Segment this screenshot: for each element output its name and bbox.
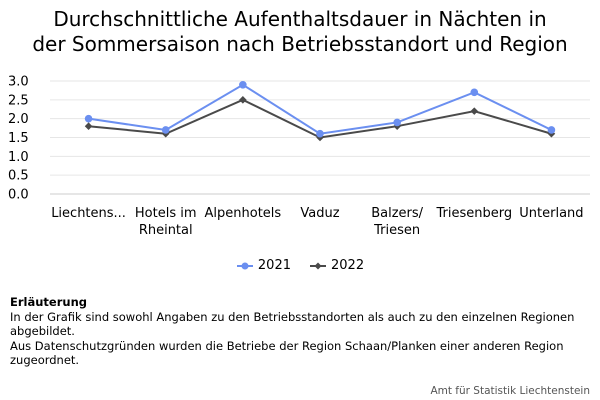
data-point bbox=[393, 118, 401, 127]
y-tick-label: 1.0 bbox=[8, 150, 29, 165]
x-tick-label: Hotels im bbox=[135, 206, 197, 221]
data-point bbox=[84, 122, 93, 130]
data-point bbox=[84, 114, 93, 123]
y-tick-label: 2.5 bbox=[8, 93, 29, 108]
legend-marker-icon bbox=[310, 262, 326, 269]
y-tick-label: 0.5 bbox=[8, 169, 29, 184]
y-tick-label: 3.0 bbox=[8, 75, 29, 90]
x-tick-label: Alpenhotels bbox=[205, 206, 282, 221]
data-point bbox=[547, 126, 556, 134]
source-credit: Amt für Statistik Liechtenstein bbox=[430, 385, 590, 397]
x-tick-label: Unterland bbox=[519, 206, 583, 221]
legend-label: 2021 bbox=[257, 258, 291, 273]
legend-label: 2022 bbox=[331, 258, 365, 273]
chart-title-line-2: der Sommersaison nach Betriebsstandort u… bbox=[32, 32, 568, 56]
x-tick-label: Triesenberg bbox=[435, 206, 512, 221]
data-point bbox=[470, 88, 479, 97]
x-tick-label: Liechtens... bbox=[51, 206, 126, 221]
x-tick-label: Rheintal bbox=[139, 223, 193, 238]
chart-title-line-1: Durchschnittliche Aufenthaltsdauer in Nä… bbox=[53, 7, 547, 31]
x-tick-label: Vaduz bbox=[300, 206, 339, 221]
y-tick-label: 0.0 bbox=[8, 188, 29, 203]
data-point bbox=[470, 107, 479, 115]
legend-item[interactable]: 2022 bbox=[309, 258, 364, 273]
data-point bbox=[239, 80, 247, 89]
chart-title: Durchschnittliche Aufenthaltsdauer in Nä… bbox=[0, 7, 600, 57]
data-point bbox=[239, 96, 247, 104]
series-line-2021 bbox=[88, 83, 552, 135]
line-chart: 0.0 0.5 1.0 1.5 2.0 2.5 3.0 Liechtens... Hotels … bbox=[8, 75, 590, 238]
notes-section: Erläuterung In der Grafik sind sowohl An… bbox=[10, 295, 595, 368]
x-tick-label: Balzers/ bbox=[371, 206, 423, 221]
notes-line-2: Aus Datenschutzgründen wurden die Betrie… bbox=[10, 338, 564, 368]
notes-line-1: In der Grafik sind sowohl Angaben zu den… bbox=[10, 309, 575, 339]
data-point bbox=[161, 126, 170, 134]
chart-legend: 2021 2022 bbox=[0, 258, 600, 273]
y-tick-label: 2.0 bbox=[8, 112, 29, 127]
legend-marker-icon bbox=[236, 262, 253, 269]
y-tick-label: 1.5 bbox=[8, 131, 29, 146]
x-tick-label: Triesen bbox=[373, 223, 420, 238]
notes-heading: Erläuterung bbox=[10, 295, 87, 309]
legend-item[interactable]: 2021 bbox=[236, 258, 291, 273]
data-point bbox=[316, 129, 324, 138]
